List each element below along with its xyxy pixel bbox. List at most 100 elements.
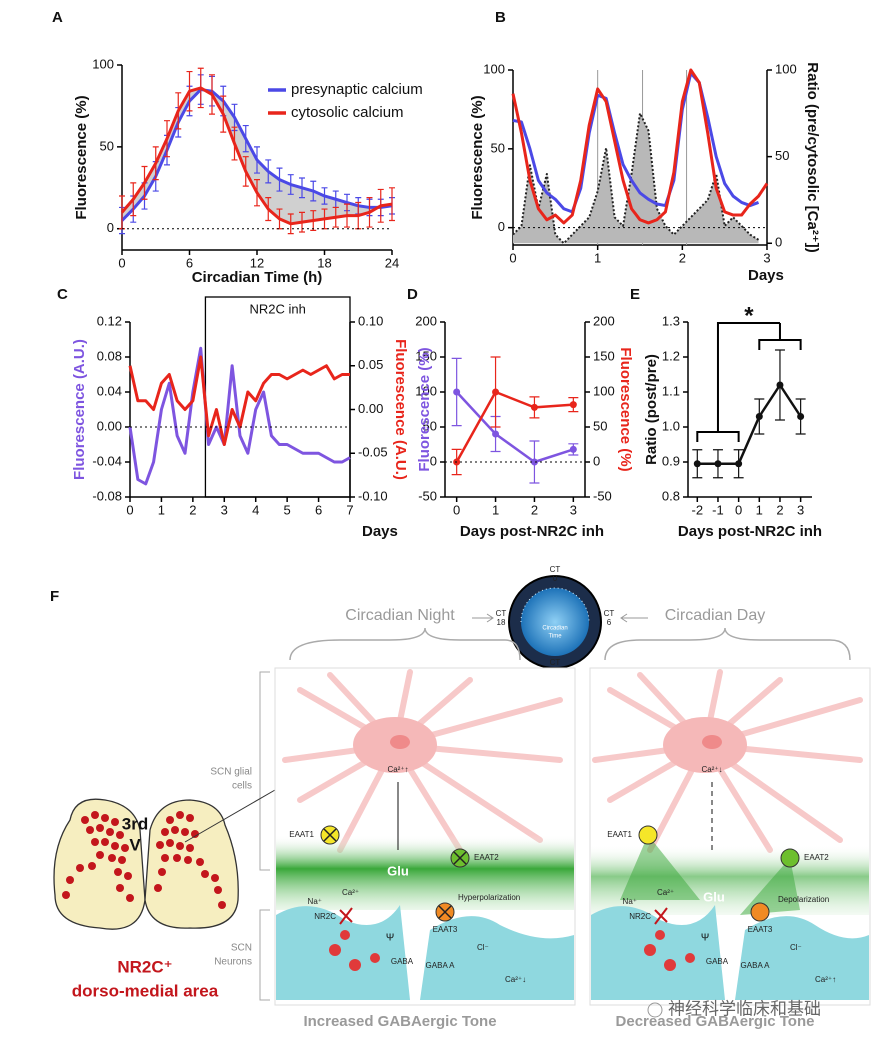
ventricle-label: 3rd: [122, 814, 148, 833]
clock-label: 6: [607, 618, 612, 627]
label: EAAT3: [433, 925, 458, 934]
label: Na⁺: [308, 897, 322, 906]
uptake: [620, 835, 800, 915]
y-tick-label: -50: [593, 488, 612, 503]
label: Ca²⁺↓: [701, 765, 722, 774]
nucleus: [390, 735, 410, 749]
series-line: [511, 68, 769, 225]
marker: [735, 460, 743, 468]
scn-lobe: [53, 798, 146, 930]
panel-label: B: [495, 9, 506, 26]
marker: [693, 460, 701, 468]
panel-label: A: [52, 9, 63, 26]
y-tick-label: 50: [423, 418, 437, 433]
y-tick-label: 50: [100, 138, 114, 153]
glial-cell: [592, 669, 863, 853]
y-tick-label: 0.04: [97, 383, 122, 398]
marker: [797, 413, 805, 420]
y-tick-label: -0.10: [358, 488, 388, 503]
series-line: [697, 383, 802, 465]
eaat3: [750, 902, 770, 922]
nucleus: [702, 735, 722, 749]
clock-label: 18: [497, 618, 506, 627]
y-tick-label: 1.2: [662, 348, 680, 363]
label: Glu: [703, 889, 725, 904]
y-tick-label: 1.0: [662, 418, 680, 433]
arrow: [472, 613, 494, 623]
y-tick-label: 200: [593, 313, 615, 328]
night-panel: Ca²⁺↑ EAAT1 EAAT2 EAAT3 Glu Hyperpolariz…: [274, 667, 576, 1030]
x-mark: [453, 851, 467, 865]
x-tick-label: 18: [317, 255, 331, 270]
y-tick-label: 150: [593, 348, 615, 363]
y-axis-label: Fluorescence (%): [469, 95, 486, 219]
x-tick-label: 3: [797, 502, 804, 517]
x-tick-label: -1: [712, 502, 724, 517]
vesicles: [329, 930, 380, 971]
y-tick-label: -0.08: [92, 488, 122, 503]
label: EAAT1: [289, 830, 314, 839]
x-tick-label: 1: [492, 502, 499, 517]
y-tick-label: 0: [430, 453, 437, 468]
y-tick-label: 1.1: [662, 383, 680, 398]
nr2c-cells: [62, 811, 226, 909]
eaat1: [638, 825, 658, 845]
label: EAAT1: [607, 830, 632, 839]
y-tick-label: 100: [415, 383, 437, 398]
significance-bracket: [758, 323, 802, 350]
caption: Increased GABAergic Tone: [303, 1013, 496, 1030]
label: GABA A: [741, 961, 771, 970]
x-tick-label: 1: [594, 250, 601, 265]
marker: [776, 381, 784, 389]
y-tick-label: -50: [418, 488, 437, 503]
treatment-box: [204, 296, 351, 498]
vesicles: [644, 930, 695, 971]
y-tick-label: 1.3: [662, 313, 680, 328]
label: EAAT2: [804, 853, 829, 862]
panel-label: C: [57, 286, 68, 303]
eaat2: [780, 848, 800, 868]
marker: [569, 445, 577, 453]
y-axis-label: Fluorescence (%): [73, 95, 90, 219]
y-tick-label: 0: [498, 219, 505, 234]
label: GABA: [706, 957, 729, 966]
nr2c-block: [339, 907, 353, 925]
diagram: F CT 0 CT 6 CT 12 CT 18 Circadian Time C…: [50, 565, 871, 1030]
series-line: [512, 71, 760, 214]
label: GABA: [391, 957, 414, 966]
region-label: SCN: [231, 943, 252, 954]
brace: [604, 627, 851, 661]
clock-label: CT: [496, 609, 507, 618]
x-tick-label: 3: [763, 250, 770, 265]
y-tick-label: 0.00: [358, 401, 383, 416]
significance-label: *: [744, 302, 754, 329]
y-tick-label: 100: [483, 61, 505, 76]
region-label: Neurons: [214, 957, 252, 968]
label: Ca²⁺↑: [387, 765, 408, 774]
y-axis-label: Fluorescence (%): [416, 347, 433, 471]
label: GABA A: [426, 961, 456, 970]
y-tick-label: 0: [107, 220, 114, 235]
x-axis-label: Days post-NR2C inh: [460, 523, 604, 540]
marker: [530, 403, 538, 411]
arrow: [620, 613, 648, 623]
clock-label: 0: [553, 574, 558, 583]
y-axis-label: Fluorescence (A.U.): [71, 339, 88, 480]
clock-label: CT: [550, 565, 561, 574]
clock-face: [521, 588, 589, 656]
series-line: [455, 390, 574, 463]
panel-label: F: [50, 588, 59, 605]
neuron: [420, 916, 574, 1000]
difference-area: [122, 87, 392, 224]
ventricle-label: V: [129, 835, 141, 854]
label: Cl⁻: [477, 943, 489, 952]
x-mark: [323, 828, 337, 842]
label: Ca²⁺: [657, 888, 674, 897]
label: NR2C: [314, 912, 336, 921]
panel-label: E: [630, 286, 640, 303]
x-tick-label: 1: [756, 502, 763, 517]
watermark-icon: [647, 1002, 663, 1018]
caption: Decreased GABAergic Tone: [616, 1013, 815, 1030]
label: Ψ: [701, 933, 709, 944]
